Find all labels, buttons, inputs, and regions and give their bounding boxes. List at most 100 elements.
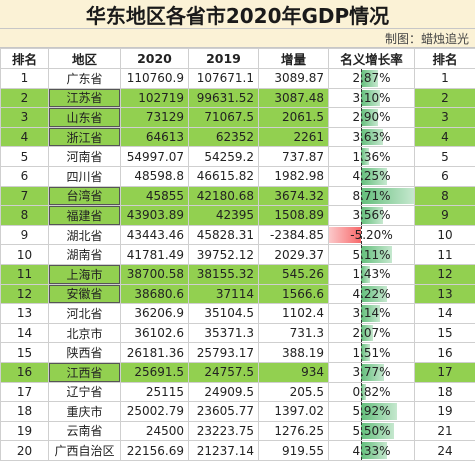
cell-region[interactable]: 云南省 [49, 421, 121, 441]
cell-region[interactable]: 北京市 [49, 323, 121, 343]
cell-growth-rate[interactable]: 5.92% [329, 402, 415, 422]
cell-region[interactable]: 江苏省 [49, 88, 121, 108]
cell-gdp-2020[interactable]: 25115 [121, 382, 189, 402]
cell-increment[interactable]: 1982.98 [259, 166, 329, 186]
cell-rank-2[interactable]: 12 [415, 264, 475, 284]
cell-growth-rate[interactable]: 4.25% [329, 166, 415, 186]
cell-rank[interactable]: 18 [1, 402, 49, 422]
cell-gdp-2020[interactable]: 43903.89 [121, 206, 189, 226]
header-increment[interactable]: 增量 [259, 49, 329, 69]
cell-growth-rate[interactable]: 8.71% [329, 186, 415, 206]
cell-gdp-2020[interactable]: 22156.69 [121, 441, 189, 461]
cell-rank[interactable]: 16 [1, 362, 49, 382]
cell-growth-rate[interactable]: -5.20% [329, 225, 415, 245]
cell-rank[interactable]: 8 [1, 206, 49, 226]
cell-rank-2[interactable]: 19 [415, 402, 475, 422]
cell-gdp-2019[interactable]: 24757.5 [189, 362, 259, 382]
cell-rank[interactable]: 19 [1, 421, 49, 441]
cell-gdp-2019[interactable]: 23223.75 [189, 421, 259, 441]
cell-increment[interactable]: 1276.25 [259, 421, 329, 441]
cell-gdp-2020[interactable]: 38700.58 [121, 264, 189, 284]
cell-gdp-2020[interactable]: 25691.5 [121, 362, 189, 382]
cell-increment[interactable]: 3087.48 [259, 88, 329, 108]
cell-rank-2[interactable]: 9 [415, 206, 475, 226]
cell-gdp-2020[interactable]: 36206.9 [121, 304, 189, 324]
cell-gdp-2019[interactable]: 46615.82 [189, 166, 259, 186]
cell-gdp-2020[interactable]: 26181.36 [121, 343, 189, 363]
cell-gdp-2020[interactable]: 24500 [121, 421, 189, 441]
cell-gdp-2019[interactable]: 71067.5 [189, 108, 259, 128]
header-region[interactable]: 地区 [49, 49, 121, 69]
cell-region[interactable]: 重庆市 [49, 402, 121, 422]
cell-gdp-2019[interactable]: 62352 [189, 127, 259, 147]
cell-region[interactable]: 陕西省 [49, 343, 121, 363]
header-rank-2[interactable]: 排名 [415, 49, 475, 69]
cell-rank-2[interactable]: 3 [415, 108, 475, 128]
cell-increment[interactable]: 3089.87 [259, 69, 329, 89]
cell-gdp-2020[interactable]: 25002.79 [121, 402, 189, 422]
cell-region[interactable]: 浙江省 [49, 127, 121, 147]
cell-gdp-2019[interactable]: 35104.5 [189, 304, 259, 324]
cell-rank[interactable]: 4 [1, 127, 49, 147]
cell-increment[interactable]: 2261 [259, 127, 329, 147]
cell-increment[interactable]: 2061.5 [259, 108, 329, 128]
cell-gdp-2020[interactable]: 36102.6 [121, 323, 189, 343]
cell-increment[interactable]: 205.5 [259, 382, 329, 402]
cell-rank-2[interactable]: 18 [415, 382, 475, 402]
cell-gdp-2019[interactable]: 107671.1 [189, 69, 259, 89]
cell-gdp-2019[interactable]: 37114 [189, 284, 259, 304]
cell-rank-2[interactable]: 4 [415, 127, 475, 147]
cell-increment[interactable]: 1566.6 [259, 284, 329, 304]
cell-region[interactable]: 山东省 [49, 108, 121, 128]
cell-region[interactable]: 福建省 [49, 206, 121, 226]
cell-rank[interactable]: 20 [1, 441, 49, 461]
cell-gdp-2019[interactable]: 42395 [189, 206, 259, 226]
cell-region[interactable]: 河南省 [49, 147, 121, 167]
cell-gdp-2019[interactable]: 54259.2 [189, 147, 259, 167]
cell-rank-2[interactable]: 11 [415, 245, 475, 265]
cell-rank[interactable]: 9 [1, 225, 49, 245]
cell-rank-2[interactable]: 15 [415, 323, 475, 343]
cell-rank[interactable]: 13 [1, 304, 49, 324]
cell-rank[interactable]: 12 [1, 284, 49, 304]
cell-gdp-2019[interactable]: 42180.68 [189, 186, 259, 206]
cell-increment[interactable]: 737.87 [259, 147, 329, 167]
cell-growth-rate[interactable]: 2.87% [329, 69, 415, 89]
cell-gdp-2020[interactable]: 110760.9 [121, 69, 189, 89]
cell-rank-2[interactable]: 2 [415, 88, 475, 108]
cell-rank[interactable]: 14 [1, 323, 49, 343]
cell-rank[interactable]: 17 [1, 382, 49, 402]
cell-growth-rate[interactable]: 1.43% [329, 264, 415, 284]
header-rank[interactable]: 排名 [1, 49, 49, 69]
cell-region[interactable]: 江西省 [49, 362, 121, 382]
cell-region[interactable]: 湖南省 [49, 245, 121, 265]
cell-region[interactable]: 安徽省 [49, 284, 121, 304]
cell-gdp-2020[interactable]: 64613 [121, 127, 189, 147]
cell-increment[interactable]: 934 [259, 362, 329, 382]
cell-growth-rate[interactable]: 0.82% [329, 382, 415, 402]
cell-gdp-2020[interactable]: 43443.46 [121, 225, 189, 245]
header-growth-rate[interactable]: 名义增长率 [329, 49, 415, 69]
cell-rank-2[interactable]: 14 [415, 304, 475, 324]
cell-gdp-2020[interactable]: 45855 [121, 186, 189, 206]
cell-rank[interactable]: 15 [1, 343, 49, 363]
cell-gdp-2020[interactable]: 41781.49 [121, 245, 189, 265]
cell-rank-2[interactable]: 17 [415, 362, 475, 382]
cell-rank[interactable]: 6 [1, 166, 49, 186]
cell-growth-rate[interactable]: 4.33% [329, 441, 415, 461]
cell-region[interactable]: 上海市 [49, 264, 121, 284]
cell-growth-rate[interactable]: 4.22% [329, 284, 415, 304]
